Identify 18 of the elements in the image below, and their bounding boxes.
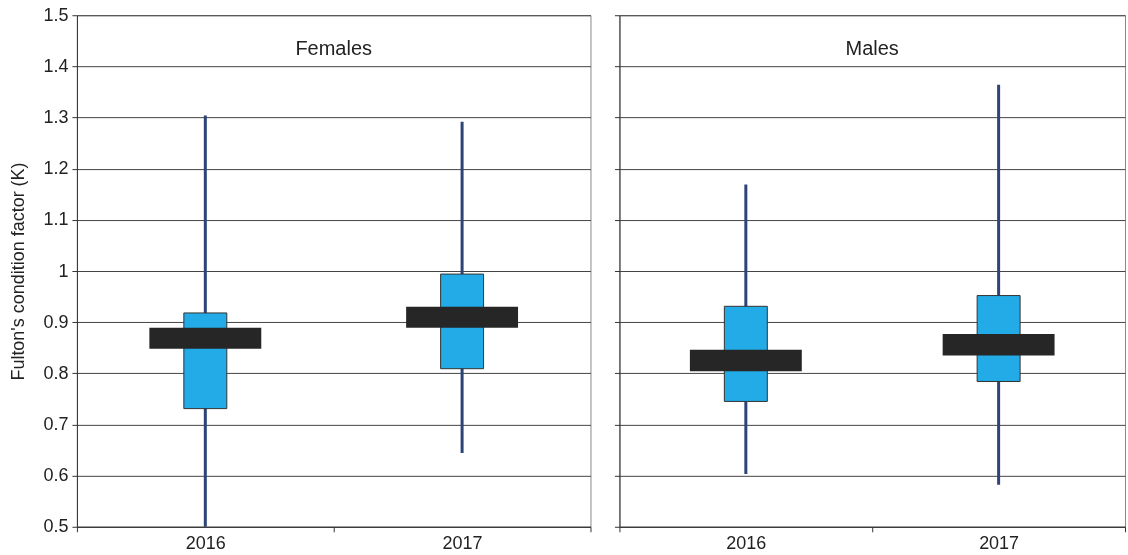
y-tick-label: 1.2 bbox=[43, 158, 69, 179]
y-axis-title: Fulton's condition factor (K) bbox=[8, 162, 29, 381]
y-tick-label: 1.3 bbox=[43, 107, 69, 128]
y-tick-label: 1 bbox=[58, 260, 69, 281]
y-tick-label: 0.7 bbox=[43, 413, 69, 434]
y-tick-label: 0.5 bbox=[43, 516, 69, 537]
y-tick-label: 0.6 bbox=[43, 465, 69, 486]
y-tick-label: 0.8 bbox=[43, 362, 69, 383]
x-tick-label: 2017 bbox=[442, 533, 483, 554]
y-tick-label: 1.4 bbox=[43, 55, 69, 76]
x-tick-label: 2016 bbox=[726, 533, 767, 554]
x-tick-label: 2017 bbox=[979, 533, 1020, 554]
y-tick-label: 1.1 bbox=[43, 209, 69, 230]
y-tick-label: 1.5 bbox=[43, 4, 69, 25]
text: Males bbox=[845, 37, 899, 60]
x-tick-label: 2016 bbox=[185, 533, 226, 554]
text: Females bbox=[295, 37, 372, 60]
y-tick-label: 0.9 bbox=[43, 311, 69, 332]
